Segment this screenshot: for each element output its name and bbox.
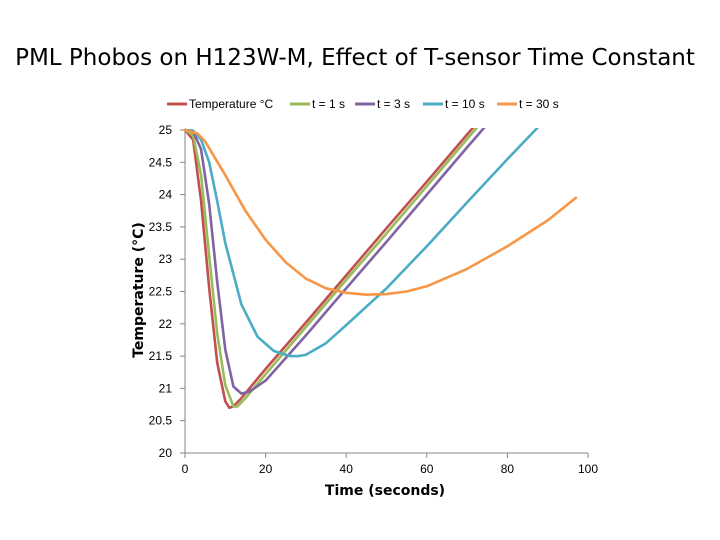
x-axis-title: Time (seconds) [325, 483, 445, 499]
y-tick-label: 22 [159, 317, 173, 331]
x-tick-label: 100 [578, 462, 598, 476]
legend-label: Temperature °C [189, 97, 273, 111]
legend-label: t = 10 s [445, 97, 485, 111]
y-tick-label: 20 [159, 446, 173, 460]
series-line-t-3-s [183, 128, 486, 395]
y-tick-label: 20.5 [149, 414, 173, 428]
series-line-t-10-s [183, 128, 540, 358]
y-tick-label: 24 [159, 188, 173, 202]
y-tick-label: 23.5 [149, 220, 173, 234]
x-tick-label: 60 [420, 462, 434, 476]
y-tick-label: 24.5 [149, 155, 173, 169]
y-tick-label: 21.5 [149, 349, 173, 363]
legend: Temperature °C t = 1 s t = 3 s t = 10 s t = … [167, 97, 559, 111]
y-tick-label: 23 [159, 252, 173, 266]
series-line-t-30-s [183, 128, 578, 296]
x-tick-label: 40 [340, 462, 354, 476]
legend-label: t = 30 s [519, 97, 559, 111]
plot-area [183, 128, 578, 410]
x-tick-label: 80 [501, 462, 515, 476]
legend-label: t = 1 s [312, 97, 345, 111]
y-tick-label: 25 [159, 123, 173, 137]
x-axis: 0 20 40 60 80 100 [182, 452, 598, 476]
x-tick-label: 20 [259, 462, 273, 476]
chart-title: PML Phobos on H123W-M, Effect of T-senso… [15, 45, 695, 71]
y-tick-label: 21 [159, 381, 173, 395]
series-line-temperature-c [183, 128, 475, 410]
y-axis-title: Temperature (°C) [131, 222, 147, 358]
x-tick-label: 0 [182, 462, 189, 476]
legend-label: t = 3 s [377, 97, 410, 111]
y-axis: 20 20.5 21 21.5 22 22.5 23 23.5 24 24.5 25 [149, 123, 186, 460]
y-tick-label: 22.5 [149, 285, 173, 299]
